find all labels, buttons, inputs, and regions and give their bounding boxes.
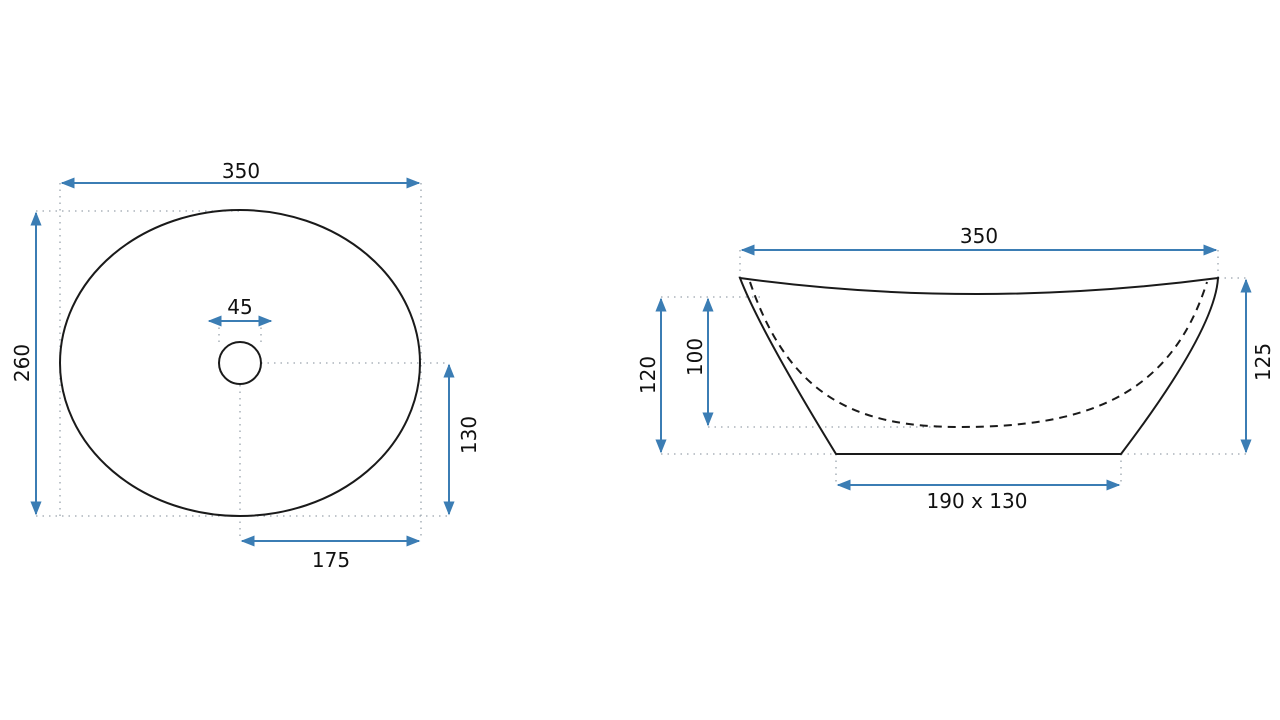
basin-outline [59, 209, 421, 517]
top-view: 350 260 45 130 175 [10, 159, 481, 572]
basin-side-outline [738, 276, 1220, 455]
drain-offset-y-label: 130 [457, 416, 481, 454]
drain-offset-x-label: 175 [312, 548, 350, 572]
base-label: 190 x 130 [927, 489, 1028, 513]
side-width-label: 350 [960, 224, 998, 248]
height-low-label: 120 [636, 356, 660, 394]
drain-diameter-label: 45 [227, 295, 252, 319]
top-width-label: 350 [222, 159, 260, 183]
basin-inner-profile [749, 281, 1208, 429]
height-high-label: 125 [1251, 343, 1275, 381]
top-depth-label: 260 [10, 344, 34, 382]
drain-hole [218, 341, 262, 385]
inner-depth-label: 100 [683, 338, 707, 376]
side-view: 350 120 100 125 190 x 130 [636, 224, 1275, 513]
